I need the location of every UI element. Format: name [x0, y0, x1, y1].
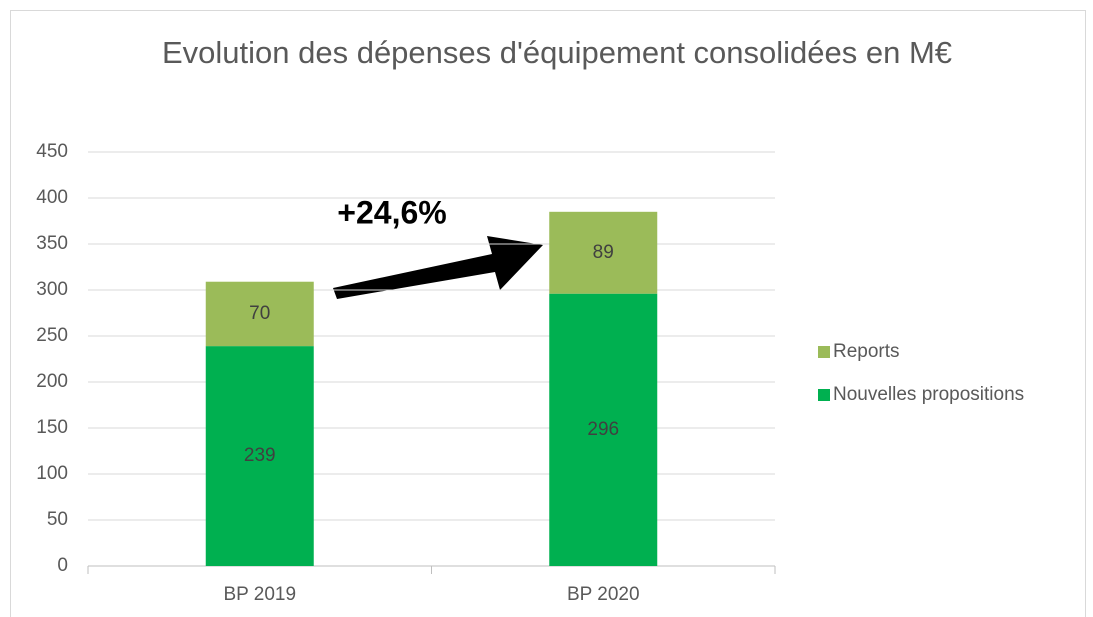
x-tick-label: BP 2019 [223, 584, 296, 605]
y-tick-label: 50 [47, 509, 68, 530]
y-tick-label: 350 [36, 233, 68, 254]
y-tick-label: 150 [36, 417, 68, 438]
legend-swatch [818, 389, 830, 401]
y-tick-label: 450 [36, 141, 68, 162]
data-label: 89 [593, 242, 614, 263]
y-tick-label: 100 [36, 463, 68, 484]
y-tick-label: 300 [36, 279, 68, 300]
chart-title: Evolution des dépenses d'équipement cons… [161, 35, 953, 70]
legend-label: Nouvelles propositions [833, 384, 1024, 405]
y-tick-label: 250 [36, 325, 68, 346]
bar-segment [549, 211, 658, 294]
legend-swatch [818, 346, 830, 358]
chart-border [10, 10, 1086, 617]
data-label: 296 [587, 419, 619, 440]
y-tick-label: 0 [57, 555, 68, 576]
bar-segment [549, 293, 658, 566]
legend-label: Reports [833, 341, 900, 362]
data-label: 239 [244, 445, 276, 466]
bar-segment [205, 281, 314, 347]
bar-segment [205, 346, 314, 566]
arrow [333, 236, 543, 299]
y-tick-label: 400 [36, 187, 68, 208]
annotation: +24,6% [337, 194, 446, 230]
data-label: 70 [249, 303, 270, 324]
y-tick-label: 200 [36, 371, 68, 392]
x-tick-label: BP 2020 [567, 584, 640, 605]
